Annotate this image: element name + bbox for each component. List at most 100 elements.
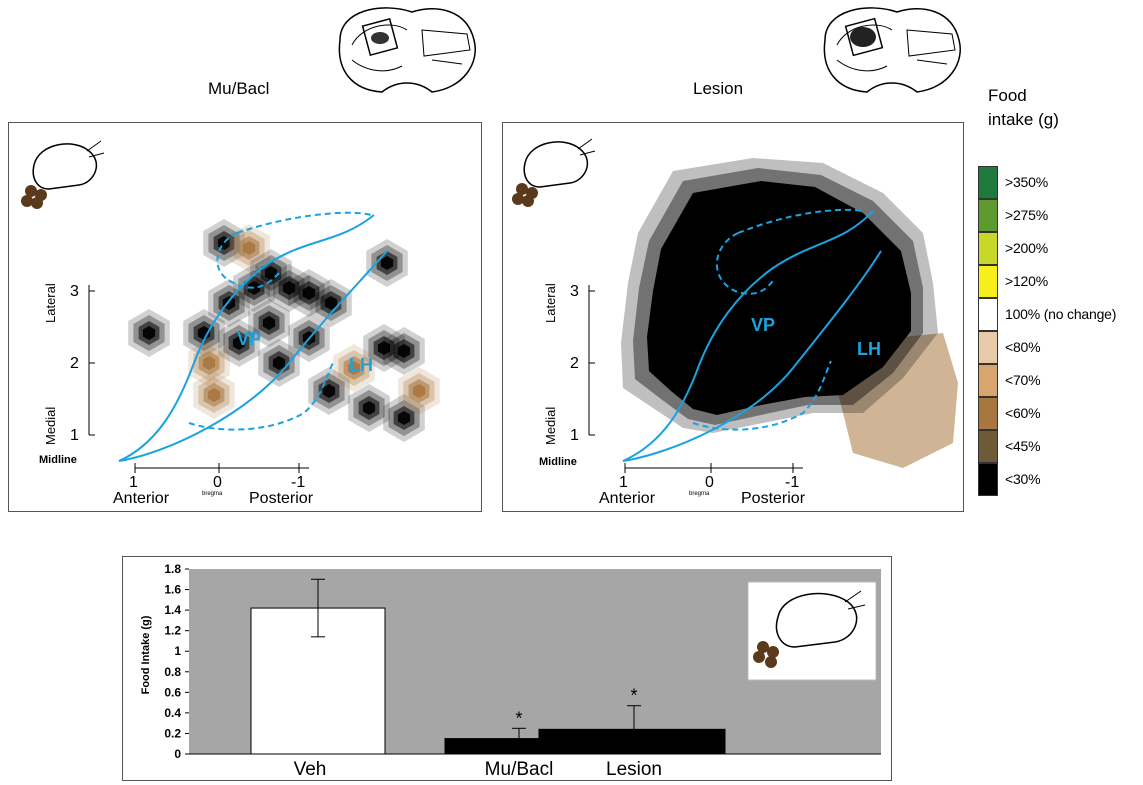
map-axes: 3 2 1 Lateral Medial Midline 1 0 -1 Ante… (539, 283, 806, 507)
legend-label: <80% (1005, 339, 1041, 355)
x-tick-label: 1 (129, 474, 138, 491)
midline-label: Midline (39, 454, 77, 466)
legend-swatch (978, 298, 998, 331)
legend-label: <45% (1005, 438, 1041, 454)
x-category-label: Mu/Bacl (485, 759, 554, 780)
y-tick-label: 0.6 (164, 685, 181, 699)
y-tick-label: 2 (570, 355, 579, 372)
rat-icon (747, 581, 877, 681)
lateral-label: Lateral (543, 283, 558, 323)
x-tick-label: 0 (213, 474, 222, 491)
site-hexagon (397, 411, 411, 425)
map-mubacl: VP LH 3 2 1 Lateral Medial Midline 1 0 -… (21, 140, 440, 507)
legend-item: <70% (978, 364, 1143, 397)
region-lh-label: LH (857, 339, 881, 359)
y-tick-label: 1 (70, 427, 79, 444)
y-tick-label: 3 (570, 283, 579, 300)
bar-chart: Food Intake (g) 0 0.2 0.4 0.6 0.8 1 1.2 1.4 1.6 1… (140, 562, 881, 780)
x-tick-label: -1 (785, 474, 799, 491)
legend-item: <60% (978, 397, 1143, 430)
y-tick-label: 0.8 (164, 665, 181, 679)
y-tick-label: 1.6 (164, 583, 181, 597)
site-hexagon (347, 361, 361, 375)
y-tick-label: 3 (70, 283, 79, 300)
site-hexagon (282, 281, 296, 295)
x-tick-label: 1 (619, 474, 628, 491)
legend-label: >275% (1005, 207, 1048, 223)
legend-label: <60% (1005, 405, 1041, 421)
bar-chart-frame: Food Intake (g) 0 0.2 0.4 0.6 0.8 1 1.2 1.4 1.6 1… (122, 556, 892, 781)
legend-swatch (978, 166, 998, 199)
y-tick-label: 0 (174, 747, 181, 761)
legend-swatch (978, 397, 998, 430)
midline-label: Midline (539, 456, 577, 468)
site-hexagon (380, 256, 394, 270)
significance-marker: * (630, 686, 637, 706)
site-hexagon (272, 356, 286, 370)
region-lh-label: LH (349, 355, 373, 375)
site-hexagon (377, 341, 391, 355)
y-tick-label: 1.2 (164, 624, 181, 638)
map-panel-mubacl: VP LH 3 2 1 Lateral Medial Midline 1 0 -… (8, 122, 482, 512)
site-hexagon (232, 336, 246, 350)
legend-swatch (978, 199, 998, 232)
site-hexagon (207, 388, 221, 402)
bar (538, 728, 726, 755)
legend-item: >275% (978, 199, 1143, 232)
x-tick-label: -1 (291, 474, 305, 491)
map-lesion: VP LH 3 2 1 Lateral Medial Midline 1 0 -… (512, 138, 958, 507)
legend-item: >200% (978, 232, 1143, 265)
legend-swatch (978, 265, 998, 298)
x-category-label: Veh (294, 759, 327, 780)
y-tick-label: 2 (70, 355, 79, 372)
legend-label: 100% (no change) (1005, 306, 1117, 322)
site-hexagon (222, 296, 236, 310)
site-hexagon (322, 384, 336, 398)
legend-title: intake (g) (988, 110, 1059, 129)
bregma-label: bregma (202, 491, 223, 497)
brain-schematic-icon (823, 7, 961, 93)
anterior-label: Anterior (113, 490, 170, 507)
rat-icon (21, 140, 105, 209)
legend-swatch (978, 463, 998, 496)
legend-item: <80% (978, 331, 1143, 364)
legend-label: >120% (1005, 273, 1048, 289)
site-hexagon (142, 326, 156, 340)
y-tick-label: 0.4 (164, 706, 181, 720)
y-tick-label: 0.2 (164, 726, 181, 740)
y-tick-label: 1.4 (164, 603, 181, 617)
map-axes: 3 2 1 Lateral Medial Midline 1 0 -1 Ante… (39, 283, 314, 507)
structure-outline: VP LH (118, 211, 388, 462)
posterior-label: Posterior (741, 490, 806, 507)
legend-item: <30% (978, 463, 1143, 496)
site-hexagon (324, 296, 338, 310)
legend-title: Food (988, 86, 1027, 105)
legend-item: 100% (no change) (978, 298, 1143, 331)
legend-item: <45% (978, 430, 1143, 463)
legend-swatch (978, 232, 998, 265)
legend-swatch (978, 430, 998, 463)
site-hexagon (242, 241, 256, 255)
site-hexagon (412, 384, 426, 398)
panel-title-mubacl: Mu/Bacl (208, 79, 270, 98)
rat-icon (512, 138, 596, 207)
legend-item: >350% (978, 166, 1143, 199)
legend-scale: >350% >275% >200% >120% 100% (no change) <80%… (978, 166, 1143, 496)
y-tick-label: 1 (570, 427, 579, 444)
region-vp-label: VP (237, 329, 261, 349)
region-vp-label: VP (751, 315, 775, 335)
y-axis-label: Food Intake (g) (140, 615, 152, 694)
site-hexagon (397, 344, 411, 358)
anterior-label: Anterior (599, 490, 656, 507)
structure-outline: VP LH (622, 208, 882, 462)
site-hexagon (362, 401, 376, 415)
medial-label: Medial (543, 407, 558, 445)
legend: Food intake (g) (988, 84, 1138, 132)
site-hexagon (302, 286, 316, 300)
lateral-label: Lateral (43, 283, 58, 323)
map-panel-lesion: VP LH 3 2 1 Lateral Medial Midline 1 0 -… (502, 122, 964, 512)
legend-label: >350% (1005, 174, 1048, 190)
significance-marker: * (515, 708, 522, 728)
legend-item: >120% (978, 265, 1143, 298)
legend-label: <70% (1005, 372, 1041, 388)
